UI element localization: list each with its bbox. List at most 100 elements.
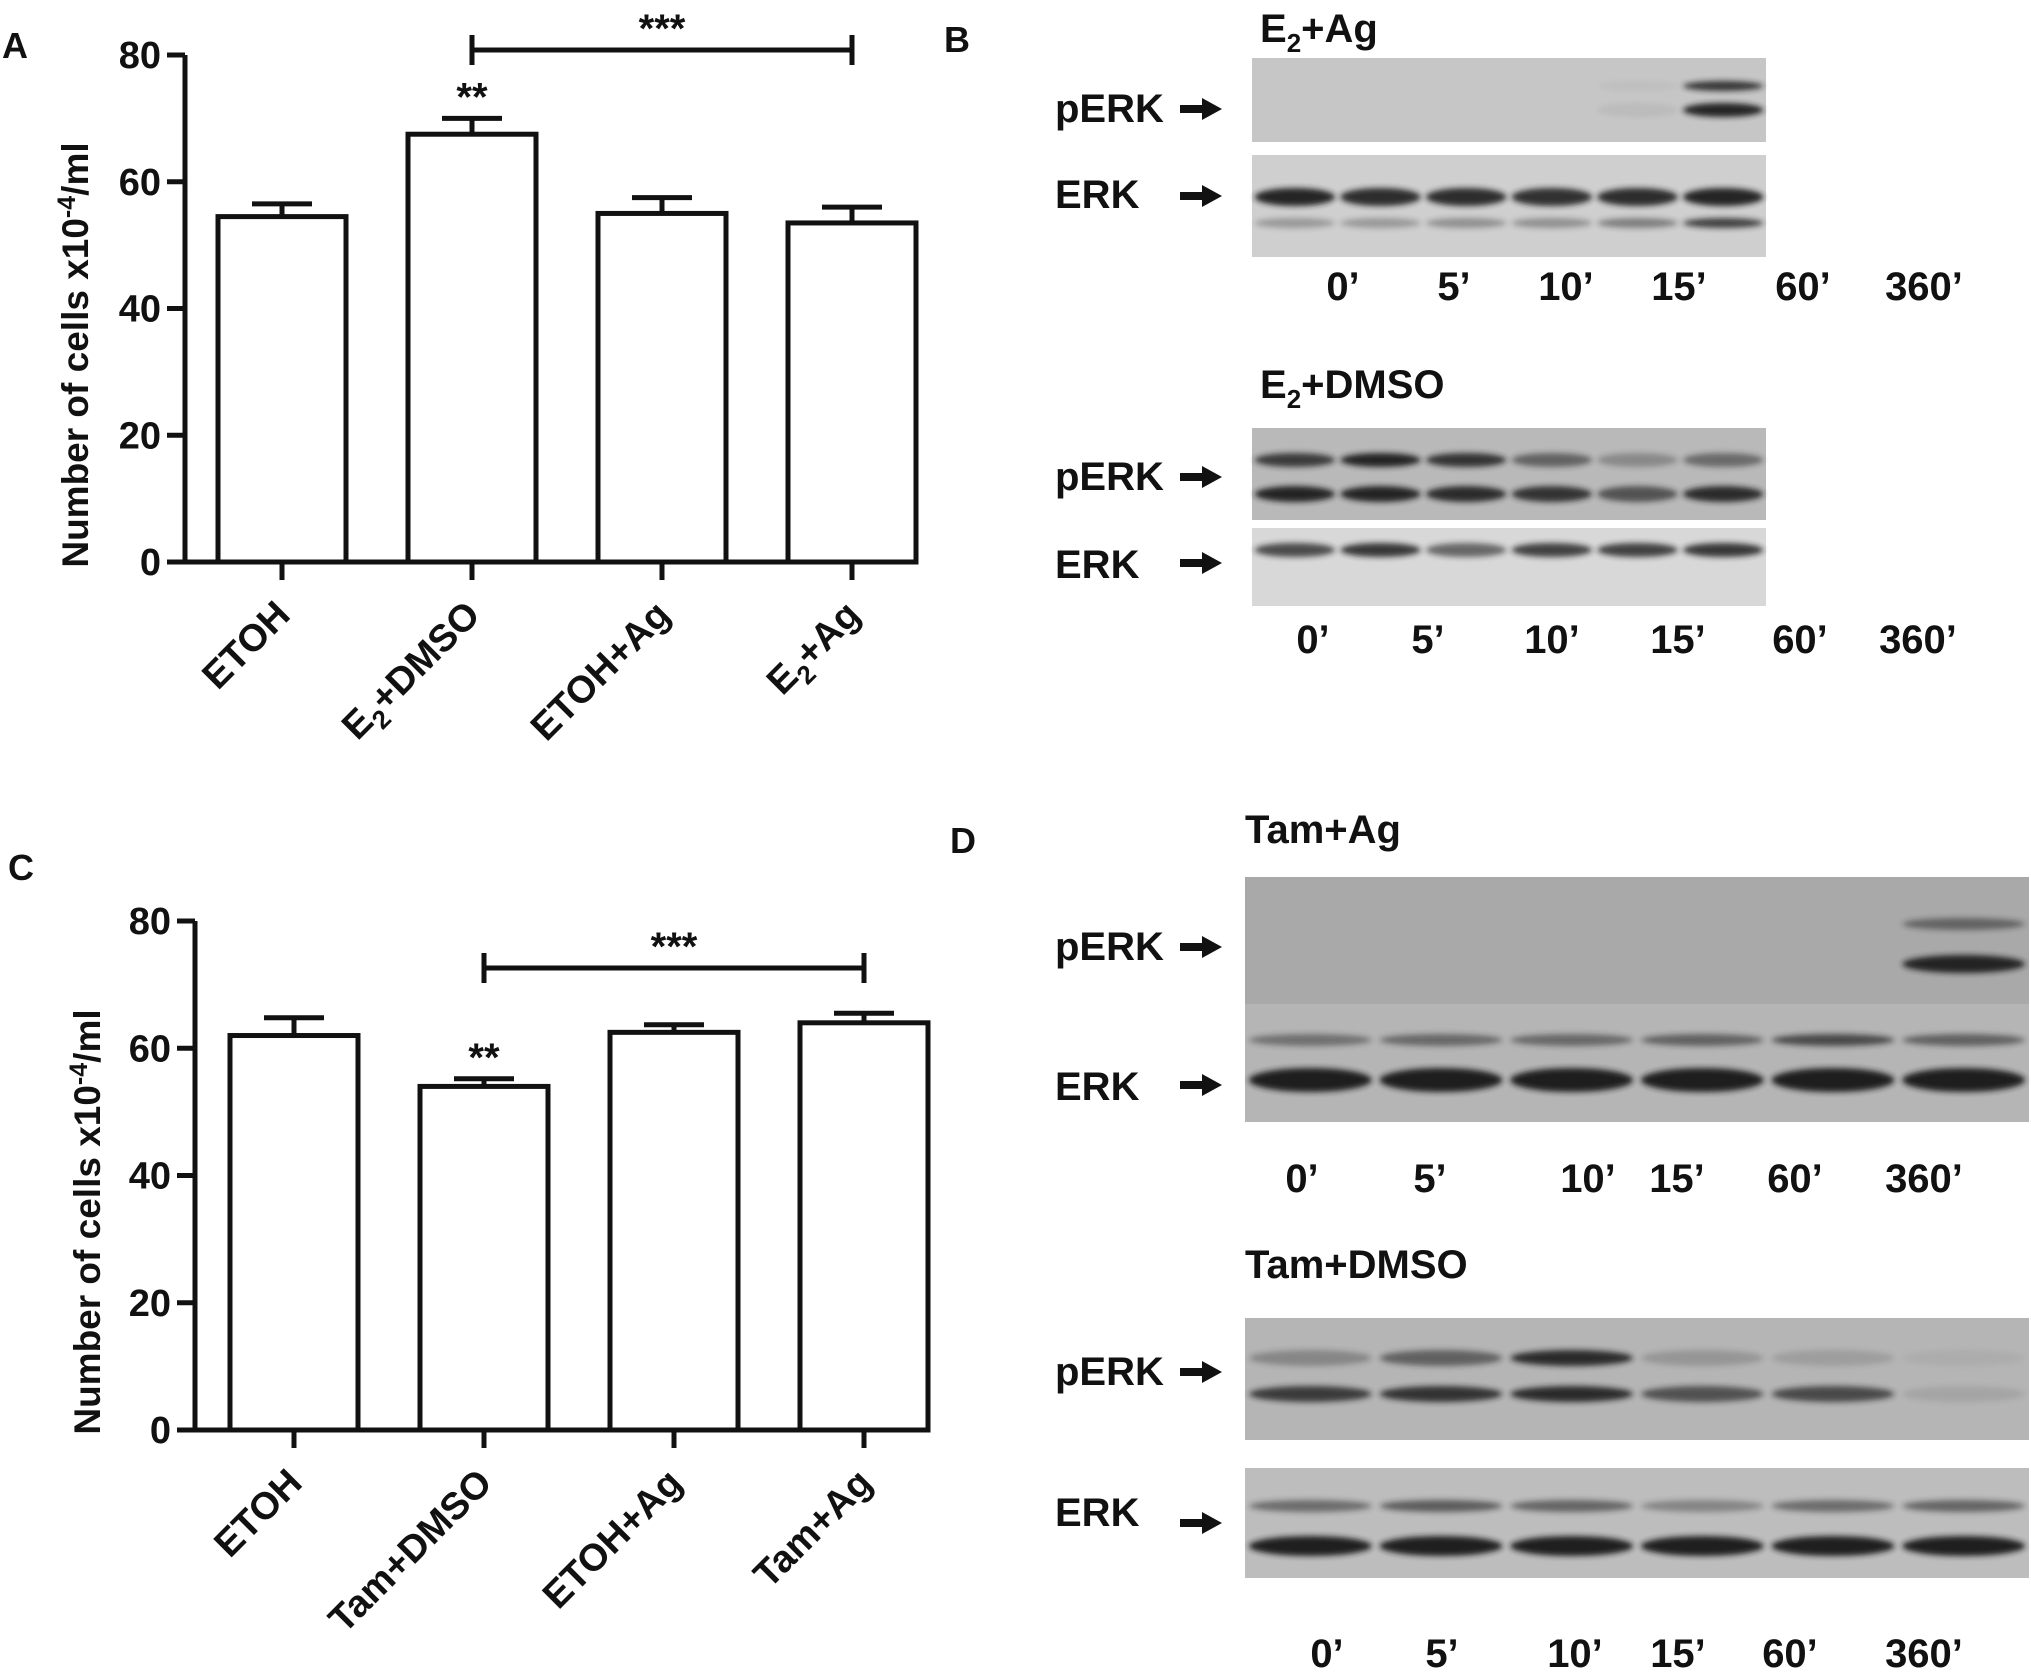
blot-band bbox=[1902, 1500, 2026, 1512]
blot-band bbox=[1248, 1350, 1372, 1366]
blot-band bbox=[1597, 543, 1678, 557]
blot-band bbox=[1254, 188, 1336, 206]
blot-band bbox=[1340, 188, 1421, 206]
blot-band bbox=[1248, 1536, 1372, 1556]
time-label: 10’ bbox=[1547, 1632, 1603, 1676]
blot-band bbox=[1254, 218, 1336, 228]
bracket-stars: *** bbox=[651, 925, 698, 969]
bar bbox=[417, 1083, 551, 1433]
time-label: 0’ bbox=[1285, 1157, 1318, 1201]
blot-band bbox=[1682, 188, 1764, 206]
blot-band bbox=[1379, 1386, 1503, 1402]
bar bbox=[215, 214, 349, 565]
arrow-head-icon bbox=[1202, 1074, 1222, 1096]
time-label: 0’ bbox=[1326, 265, 1359, 309]
y-tick-label: 60 bbox=[119, 162, 161, 204]
time-label: 60’ bbox=[1775, 265, 1831, 309]
x-category-label: ETOH+Ag bbox=[523, 594, 678, 749]
blot-band bbox=[1425, 218, 1507, 228]
time-label: 10’ bbox=[1560, 1157, 1616, 1201]
blot-band bbox=[1771, 1386, 1895, 1402]
time-labels-d2: 0’ 5’ 10’ 15’ 60’ 360’ bbox=[1310, 1632, 1963, 1676]
time-label: 5’ bbox=[1425, 1632, 1458, 1676]
blot-band bbox=[1902, 1034, 2026, 1046]
blot-band bbox=[1379, 1350, 1503, 1366]
blot-band bbox=[1597, 218, 1678, 228]
significance-stars: ** bbox=[468, 1036, 500, 1080]
x-category-label: ETOH bbox=[207, 1462, 311, 1566]
blot-band bbox=[1340, 543, 1421, 557]
y-tick-label: 40 bbox=[129, 1156, 171, 1198]
time-label: 0’ bbox=[1296, 618, 1329, 662]
blot-band bbox=[1597, 188, 1678, 206]
bar bbox=[797, 1020, 931, 1433]
bar bbox=[607, 1029, 741, 1433]
blot-band bbox=[1640, 1500, 1764, 1512]
arrow-head-icon bbox=[1202, 1361, 1222, 1383]
y-tick-label: 0 bbox=[150, 1410, 171, 1452]
arrow-head-icon bbox=[1202, 936, 1222, 958]
blot-band bbox=[1510, 1386, 1634, 1402]
blot-band bbox=[1682, 103, 1764, 117]
blot-membrane bbox=[1252, 155, 1766, 257]
blot-band bbox=[1340, 218, 1421, 228]
bands-b2 bbox=[1254, 453, 1764, 557]
blot-band bbox=[1682, 486, 1764, 502]
time-label: 60’ bbox=[1762, 1632, 1818, 1676]
bands-d2 bbox=[1248, 1350, 2026, 1556]
blot-band bbox=[1597, 486, 1678, 502]
blot-band bbox=[1379, 1536, 1503, 1556]
blot-band bbox=[1511, 543, 1593, 557]
blot-band bbox=[1379, 1500, 1503, 1512]
blot-band bbox=[1771, 1034, 1895, 1046]
blot-band bbox=[1640, 1350, 1764, 1366]
panel-letter-a: A bbox=[2, 25, 28, 66]
x-category-label: ETOH bbox=[195, 594, 299, 698]
blot-band bbox=[1902, 1068, 2026, 1092]
blot-d-tam-ag: Tam+Ag pERK ERK 0’ 5’ 10’ 15’ 60’ 360’ bbox=[1055, 808, 2029, 1201]
bar bbox=[785, 220, 919, 565]
blot-membrane bbox=[1245, 1318, 2029, 1440]
arrow-head-icon bbox=[1202, 552, 1222, 574]
arrow-head-icon bbox=[1202, 185, 1222, 207]
bar bbox=[595, 210, 729, 565]
x-category-label: E2+Ag bbox=[759, 594, 873, 708]
blot-d-tam-dmso: Tam+DMSO pERK ERK 0’ 5’ 10’ 15’ 60’ 360’ bbox=[1055, 1243, 2029, 1676]
blot-band bbox=[1511, 486, 1593, 502]
time-label: 5’ bbox=[1411, 618, 1444, 662]
time-labels-b2: 0’ 5’ 10’ 15’ 60’ 360’ bbox=[1296, 618, 1957, 662]
row-label-perk: pERK bbox=[1055, 455, 1164, 499]
y-axis-label-a: Number of cells x10-4/ml bbox=[53, 142, 96, 567]
blot-band bbox=[1425, 453, 1507, 467]
arrow-head-icon bbox=[1202, 98, 1222, 120]
blot-band bbox=[1379, 1034, 1503, 1046]
x-category-label: Tam+Ag bbox=[746, 1462, 880, 1596]
x-category-label: E2+DMSO bbox=[334, 594, 493, 753]
blot-band bbox=[1640, 1034, 1764, 1046]
panel-letter-c: C bbox=[8, 847, 34, 888]
y-tick-label: 80 bbox=[119, 35, 161, 77]
blot-band bbox=[1425, 543, 1507, 557]
bands-b1 bbox=[1254, 81, 1764, 228]
time-label: 0’ bbox=[1310, 1632, 1343, 1676]
time-label: 10’ bbox=[1524, 618, 1580, 662]
blot-membrane bbox=[1252, 528, 1766, 606]
row-label-erk: ERK bbox=[1055, 1065, 1140, 1109]
blot-band bbox=[1771, 1068, 1895, 1092]
blot-band bbox=[1511, 453, 1593, 467]
row-label-erk: ERK bbox=[1055, 1491, 1140, 1535]
time-label: 15’ bbox=[1651, 265, 1707, 309]
blot-title-b1: E2+Ag bbox=[1260, 7, 1378, 58]
blot-band bbox=[1902, 1536, 2026, 1556]
bands-d1 bbox=[1248, 918, 2026, 1092]
blot-band bbox=[1248, 1034, 1372, 1046]
significance-stars: ** bbox=[456, 75, 488, 119]
time-label: 15’ bbox=[1650, 618, 1706, 662]
blot-band bbox=[1254, 453, 1336, 467]
time-label: 60’ bbox=[1767, 1157, 1823, 1201]
blot-band bbox=[1248, 1386, 1372, 1402]
row-label-perk: pERK bbox=[1055, 925, 1164, 969]
blot-band bbox=[1254, 486, 1336, 502]
blot-band bbox=[1510, 1500, 1634, 1512]
